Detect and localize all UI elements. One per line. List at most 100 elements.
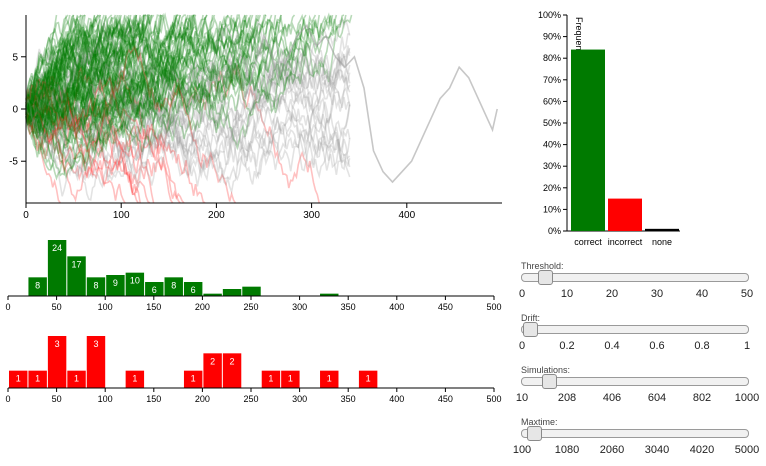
freq-y-tick-label: 100% (538, 10, 561, 20)
histogram-bar-label: 10 (130, 276, 140, 286)
trajectory-line (25, 13, 246, 150)
simulations-slider[interactable]: Simulations: 10 208 406 604 802 1000 (515, 365, 760, 405)
histogram-tick-label: 500 (486, 302, 501, 312)
freq-category-label: none (652, 237, 672, 247)
histogram-tick-label: 350 (341, 302, 356, 312)
threshold-handle[interactable] (538, 270, 554, 285)
trajectory-line (25, 19, 351, 169)
histogram-tick-label: 450 (438, 302, 453, 312)
trajectory-line (25, 14, 195, 132)
trajectory-line (25, 14, 162, 131)
trajectory-line (25, 14, 75, 125)
trajectory-plot: 0 100 200 300 400 5 0 -5 (9, 12, 502, 221)
histogram-bar-label: 2 (210, 356, 215, 366)
trajectory-line (25, 14, 136, 114)
simulations-track[interactable] (521, 377, 749, 386)
trajectory-line (25, 14, 138, 113)
threshold-track[interactable] (521, 273, 749, 282)
trajectory-line (25, 43, 351, 147)
trajectory-line (25, 14, 189, 148)
trajectory-line (25, 14, 101, 114)
trajectory-line (25, 14, 117, 142)
histogram-bar-label: 1 (327, 374, 332, 384)
simulations-handle[interactable] (542, 374, 558, 389)
trajectory-line (25, 14, 145, 116)
freq-bar-incorrect (608, 198, 642, 231)
slider-tick-label: 0.2 (559, 340, 575, 352)
drift-label: Drift: (521, 313, 540, 323)
trajectory-line (25, 17, 351, 197)
slider-tick-label: 20 (605, 288, 619, 300)
maxtime-handle[interactable] (527, 426, 543, 441)
slider-tick-label: 1080 (554, 444, 580, 456)
drift-slider[interactable]: Drift: 0 0.2 0.4 0.6 0.8 1 (518, 313, 758, 353)
trajectory-line (25, 14, 107, 106)
trajectory-line (25, 14, 122, 137)
histogram-tick-label: 50 (52, 302, 62, 312)
histogram-bar (145, 282, 164, 296)
correct-histogram: 8 24 17 8 9 10 6 8 6 0 50 100 150 200 250 300 350 400 450 5… (5, 240, 502, 312)
trajectory-line (25, 14, 162, 129)
trajectory-line (25, 45, 237, 204)
maxtime-track[interactable] (521, 429, 749, 438)
trajectory-line (25, 19, 351, 168)
histogram-tick-label: 0 (5, 394, 10, 404)
freq-bar-correct (571, 49, 605, 232)
trajectory-line (25, 14, 196, 159)
y-tick-label: 0 (12, 105, 18, 116)
trajectory-line (25, 14, 282, 144)
x-tick-label: 200 (208, 210, 225, 221)
trajectory-line (25, 14, 86, 126)
freq-y-tick-label: 90% (543, 32, 561, 42)
trajectory-line (25, 14, 179, 158)
trajectory-line (25, 14, 119, 123)
slider-tick-label: 0.8 (694, 340, 710, 352)
trajectory-line (25, 14, 204, 126)
histogram-tick-label: 400 (389, 394, 404, 404)
slider-tick-label: 100 (512, 444, 532, 456)
trajectory-line (25, 14, 153, 126)
histogram-tick-label: 300 (292, 394, 307, 404)
histogram-bar (9, 370, 28, 388)
trajectory-line (25, 13, 347, 143)
trajectory-line (25, 14, 164, 114)
trajectory-line (25, 108, 126, 204)
histogram-tick-label: 200 (195, 394, 210, 404)
trajectory-line (25, 14, 216, 140)
trajectory-line (25, 14, 179, 119)
drift-handle[interactable] (523, 322, 539, 337)
trajectory-line (25, 43, 351, 182)
trajectory-line (25, 14, 267, 132)
threshold-slider[interactable]: Threshold: 0 10 20 30 40 50 (518, 261, 758, 301)
trajectory-line (25, 14, 130, 124)
slider-tick-label: 5000 (734, 444, 760, 456)
slider-tick-label: 1000 (734, 392, 760, 404)
histogram-tick-label: 250 (243, 394, 258, 404)
freq-bar-none (645, 228, 679, 231)
trajectory-line (25, 14, 208, 111)
slider-tick-label: 10 (515, 392, 529, 404)
histogram-bar-label: 3 (93, 339, 98, 349)
drift-track[interactable] (521, 325, 749, 334)
freq-y-label: Frequency (574, 17, 584, 60)
trajectory-line (25, 73, 351, 175)
trajectory-line (25, 24, 351, 113)
trajectory-line (25, 14, 147, 134)
maxtime-slider[interactable]: Maxtime: 100 1080 2060 3040 4020 5000 (513, 417, 760, 457)
x-tick-label: 0 (23, 210, 29, 221)
histogram-bar-label: 3 (55, 339, 60, 349)
trajectory-line (25, 116, 61, 204)
trajectory-line (25, 33, 350, 153)
trajectory-line (25, 14, 79, 100)
maxtime-label: Maxtime: (521, 417, 558, 427)
histogram-bar-label: 2 (230, 356, 235, 366)
trajectory-line (25, 50, 351, 195)
y-tick-label: -5 (9, 157, 18, 168)
histogram-bar-label: 1 (268, 374, 273, 384)
freq-y-tick-label: 0% (548, 226, 561, 236)
trajectory-line (25, 14, 320, 152)
histogram-bar-label: 17 (72, 259, 82, 269)
slider-tick-label: 0 (518, 288, 526, 300)
trajectory-line (25, 14, 338, 177)
histogram-bar-label: 1 (288, 374, 293, 384)
